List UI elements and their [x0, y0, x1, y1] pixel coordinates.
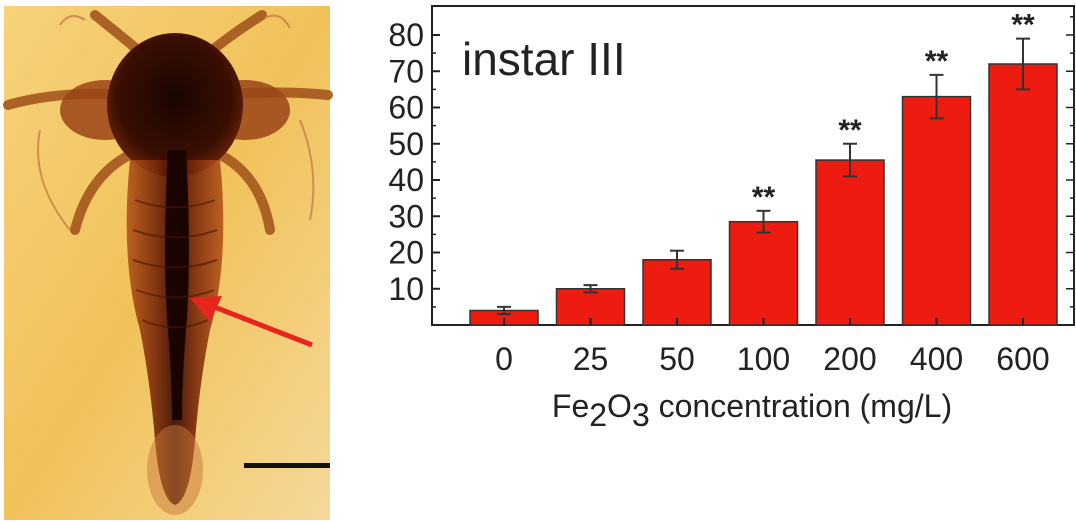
bar: [642, 259, 712, 326]
y-tick-label: 50: [388, 126, 424, 162]
x-tick-label: 50: [659, 341, 695, 377]
panel-label: instar III: [462, 33, 626, 85]
y-tick-label: 10: [388, 271, 424, 307]
x-axis-label-mid: O: [607, 388, 632, 424]
x-tick-label: 100: [737, 341, 790, 377]
bars: ** ** ** **: [469, 9, 1058, 326]
x-axis: 0 25 50 100 200 400 600: [495, 318, 1050, 377]
scale-bar: [244, 463, 330, 468]
x-axis-label-sub1: 2: [589, 397, 607, 433]
bar: [901, 95, 972, 326]
significance-marker: **: [838, 114, 862, 147]
bar: [728, 220, 799, 326]
y-tick-label: 70: [388, 53, 424, 89]
significance-marker: **: [1011, 9, 1035, 42]
x-tick-label: 25: [573, 341, 609, 377]
arrow-indicator: [190, 296, 313, 348]
y-tick-label: 40: [388, 162, 424, 198]
y-tick-label: 20: [388, 235, 424, 271]
y-tick-label: 60: [388, 90, 424, 126]
x-tick-label: 600: [996, 341, 1049, 377]
specimen-photo: [3, 6, 333, 520]
y-tick-label: 80: [388, 17, 424, 53]
significance-marker: **: [752, 181, 776, 214]
right-axis-ticks: [1066, 16, 1074, 308]
x-axis-label-sub2: 3: [632, 397, 650, 433]
x-tick-label: 200: [823, 341, 876, 377]
significance-marker: **: [925, 45, 949, 78]
x-tick-label: 0: [495, 341, 513, 377]
x-axis-label-rest: concentration (mg/L): [650, 388, 952, 424]
bar: [988, 63, 1058, 326]
y-tick-label: 30: [388, 198, 424, 234]
x-axis-label-main: Fe: [552, 388, 589, 424]
x-tick-label: 400: [910, 341, 963, 377]
x-axis-label: Fe2O3 concentration (mg/L): [552, 388, 952, 433]
bar: [815, 159, 885, 326]
